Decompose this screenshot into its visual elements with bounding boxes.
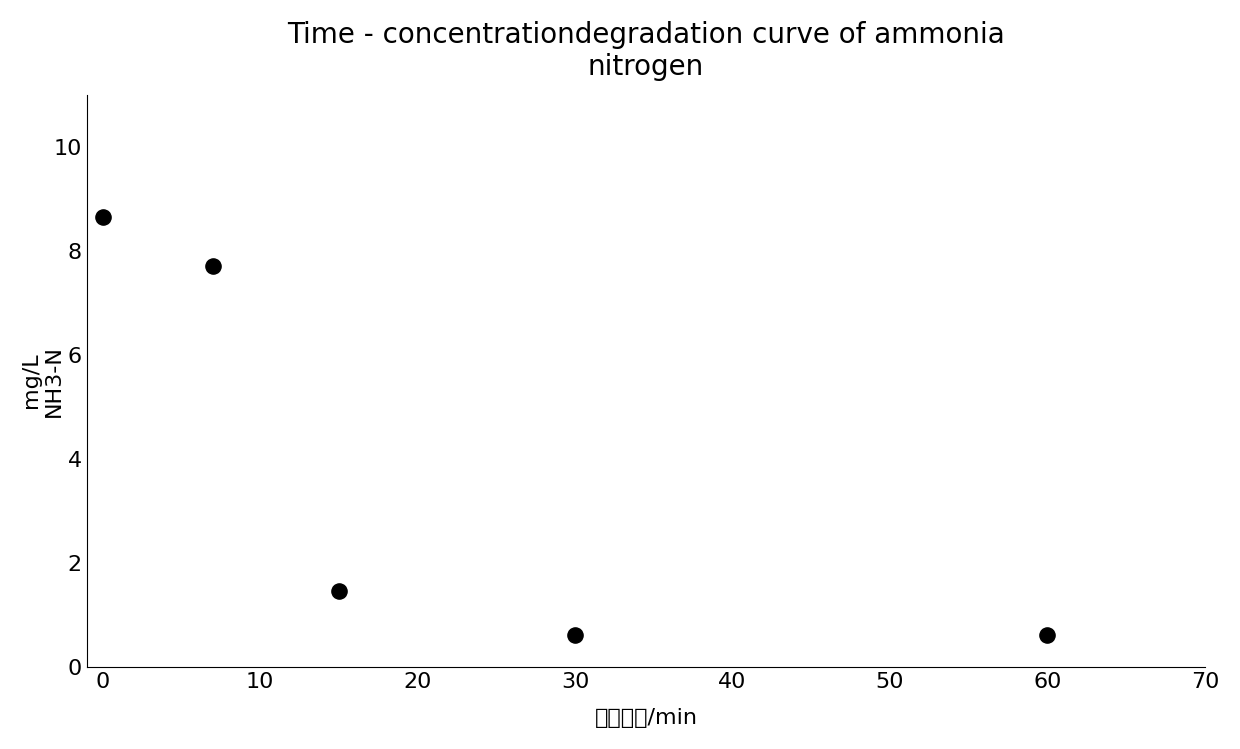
Title: Time - concentrationdegradation curve of ammonia
nitrogen: Time - concentrationdegradation curve of… — [286, 21, 1004, 81]
Point — [565, 629, 585, 641]
X-axis label: 曝气时间/min: 曝气时间/min — [594, 708, 697, 728]
Point — [329, 585, 348, 597]
Y-axis label: mg/L
NH3-N: mg/L NH3-N — [21, 345, 64, 416]
Point — [1038, 629, 1058, 641]
Point — [203, 260, 223, 272]
Point — [93, 211, 113, 223]
